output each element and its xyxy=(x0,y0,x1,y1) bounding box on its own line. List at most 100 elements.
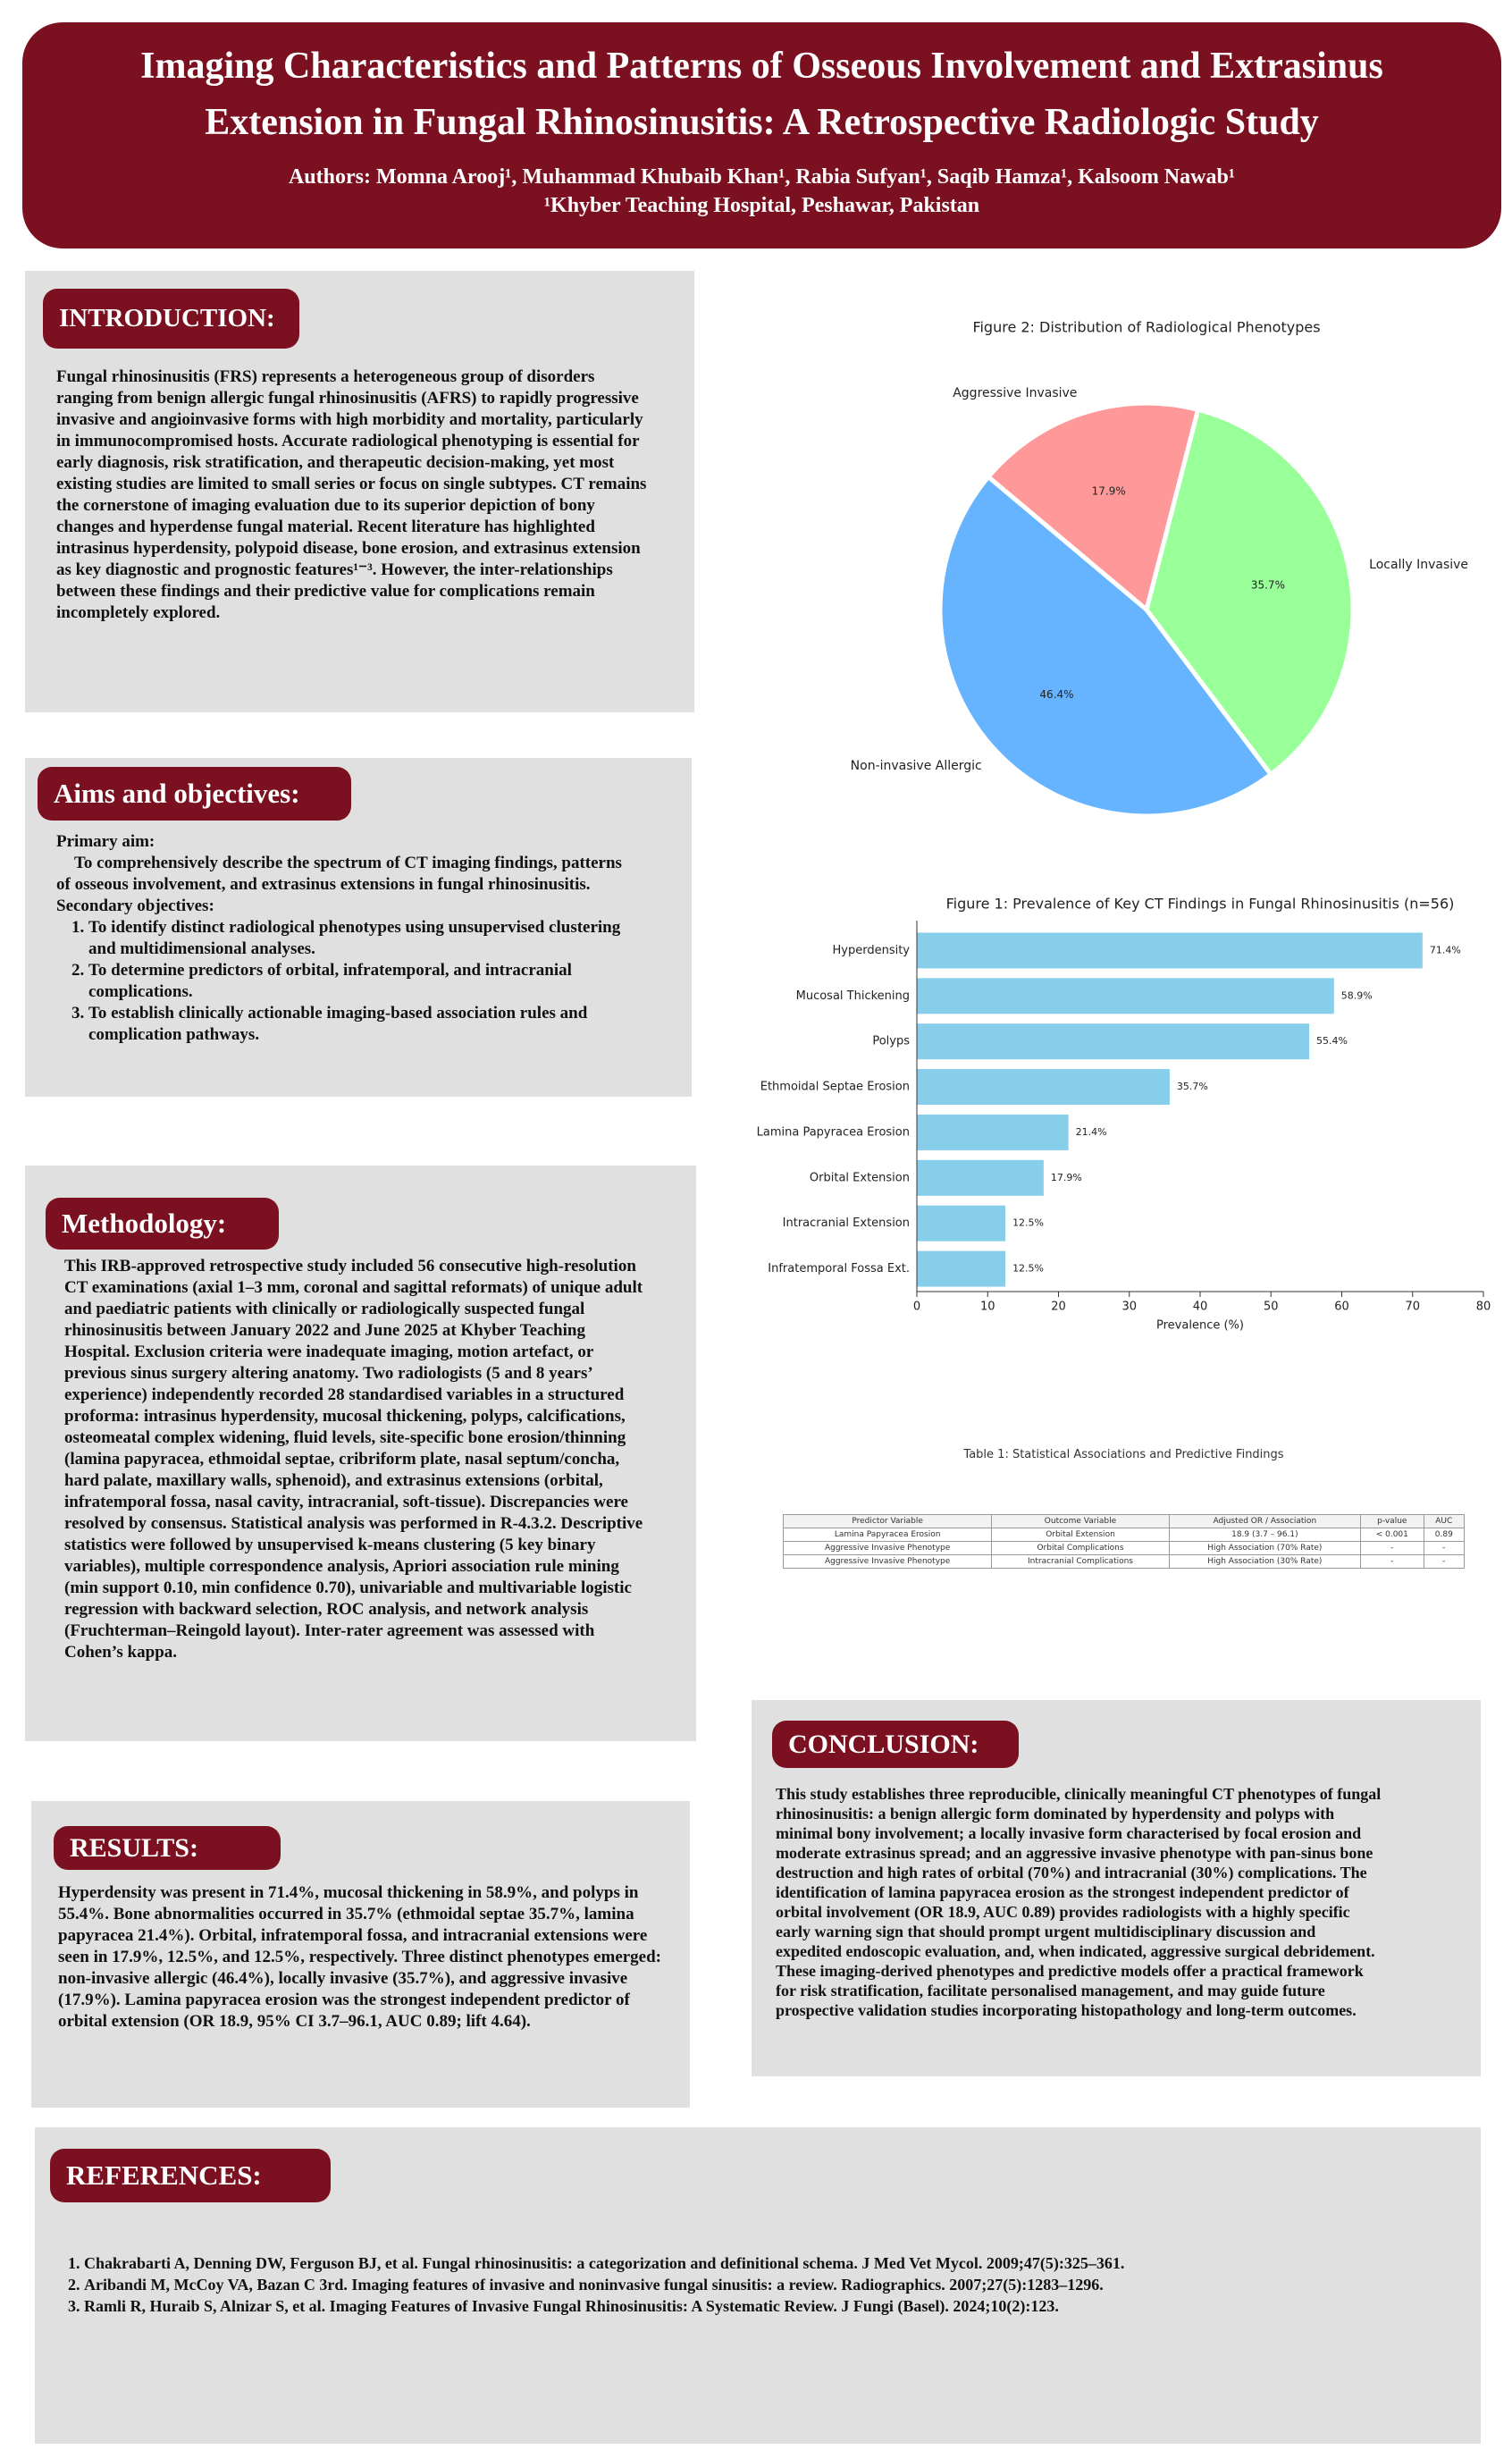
bar xyxy=(917,1205,1006,1242)
bar xyxy=(917,1114,1069,1150)
reference: Ramli R, Huraib S, Alnizar S, et al. Ima… xyxy=(84,2295,1478,2317)
intro-text: Fungal rhinosinusitis (FRS) represents a… xyxy=(56,367,647,622)
affiliation: ¹Khyber Teaching Hospital, Peshawar, Pak… xyxy=(543,194,980,217)
objective: To establish clinically actionable imagi… xyxy=(88,1003,637,1046)
methodology-text: This IRB-approved retrospective study in… xyxy=(64,1257,643,1662)
table-cell: - xyxy=(1360,1554,1424,1569)
x-tick-label: 40 xyxy=(1193,1301,1208,1314)
methodology-box xyxy=(25,1166,696,1741)
table-cell: Adjusted OR / Association xyxy=(1168,1514,1362,1528)
intro-heading: INTRODUCTION: xyxy=(43,289,299,349)
table-row: Lamina Papyracea Erosion Orbital Extensio… xyxy=(782,1528,1466,1542)
conclusion-heading: CONCLUSION: xyxy=(772,1721,1019,1768)
chart-title: Figure 2: Distribution of Radiological P… xyxy=(972,319,1320,336)
table-cell: - xyxy=(1423,1541,1466,1555)
table-cell: Aggressive Invasive Phenotype xyxy=(782,1541,993,1555)
methodology-heading: Methodology: xyxy=(46,1198,279,1250)
bar xyxy=(917,932,1423,969)
aims-body: Primary aim: To comprehensively describe… xyxy=(56,831,637,1046)
table-cell: 0.89 xyxy=(1423,1528,1466,1542)
results-heading: RESULTS: xyxy=(54,1826,281,1870)
table: Predictor Variable Outcome Variable Adjust… xyxy=(782,1514,1466,1569)
table-cell: High Association (30% Rate) xyxy=(1168,1554,1362,1569)
results-text: Hyperdensity was present in 71.4%, mucos… xyxy=(58,1883,662,2031)
bar xyxy=(917,978,1334,1014)
bar xyxy=(917,1250,1006,1287)
references-list: Chakrabarti A, Denning DW, Ferguson BJ, … xyxy=(52,2252,1478,2317)
x-tick-label: 50 xyxy=(1264,1301,1279,1314)
x-tick-label: 60 xyxy=(1334,1301,1349,1314)
y-tick-label: Intracranial Extension xyxy=(783,1216,910,1230)
bar xyxy=(917,1159,1044,1196)
x-tick-label: 0 xyxy=(913,1301,920,1314)
reference: Aribandi M, McCoy VA, Bazan C 3rd. Imagi… xyxy=(84,2274,1478,2295)
table-row: Predictor Variable Outcome Variable Adjust… xyxy=(782,1514,1466,1528)
objectives: To identify distinct radiological phenot… xyxy=(56,917,637,1046)
x-tick-label: 70 xyxy=(1405,1301,1420,1314)
y-tick-label: Mucosal Thickening xyxy=(796,989,910,1003)
table-cell: Outcome Variable xyxy=(991,1514,1170,1528)
bar-value-label: 35.7% xyxy=(1177,1081,1208,1092)
table-cell: 18.9 (3.7 – 96.1) xyxy=(1168,1528,1362,1542)
table-cell: Lamina Papyracea Erosion xyxy=(782,1528,993,1542)
aims-heading: Aims and objectives: xyxy=(38,767,351,821)
y-tick-label: Ethmoidal Septae Erosion xyxy=(760,1081,910,1094)
table-row: Aggressive Invasive Phenotype Intracrania… xyxy=(782,1554,1466,1569)
bar-value-label: 17.9% xyxy=(1051,1172,1082,1183)
pie-value-label: 46.4% xyxy=(1039,688,1073,701)
x-axis-label: Prevalence (%) xyxy=(1156,1319,1244,1333)
table-cell: AUC xyxy=(1423,1514,1466,1528)
x-tick-label: 80 xyxy=(1476,1301,1491,1314)
bar-value-label: 12.5% xyxy=(1012,1217,1044,1229)
pie-label: Aggressive Invasive xyxy=(953,386,1077,400)
table-cell: Aggressive Invasive Phenotype xyxy=(782,1554,993,1569)
x-tick-label: 30 xyxy=(1121,1301,1137,1314)
title: Imaging Characteristics and Patterns of … xyxy=(140,46,1383,143)
pie-slice xyxy=(937,473,1274,819)
objective: To identify distinct radiological phenot… xyxy=(88,917,637,960)
pie-label: Non-invasive Allergic xyxy=(851,759,982,773)
bar-value-label: 12.5% xyxy=(1012,1263,1044,1275)
table-cell: Orbital Complications xyxy=(991,1541,1170,1555)
pie-slice xyxy=(985,400,1201,614)
x-tick-label: 10 xyxy=(980,1301,995,1314)
header: Imaging Characteristics and Patterns of … xyxy=(22,22,1501,248)
authors: Authors: Momna Arooj¹, Muhammad Khubaib … xyxy=(288,165,1236,189)
reference: Chakrabarti A, Denning DW, Ferguson BJ, … xyxy=(84,2252,1478,2274)
x-tick-label: 20 xyxy=(1051,1301,1066,1314)
y-tick-label: Lamina Papyracea Erosion xyxy=(757,1125,910,1139)
table-cell: < 0.001 xyxy=(1360,1528,1424,1542)
table-cell: Intracranial Complications xyxy=(991,1554,1170,1569)
table-cell: p-value xyxy=(1360,1514,1424,1528)
references-heading: REFERENCES: xyxy=(50,2149,331,2202)
table-row: Aggressive Invasive Phenotype Orbital Com… xyxy=(782,1541,1466,1555)
bar-value-label: 71.4% xyxy=(1430,944,1461,955)
table-cell: Orbital Extension xyxy=(991,1528,1170,1542)
bar-value-label: 58.9% xyxy=(1341,989,1373,1001)
bar xyxy=(917,1023,1310,1060)
pie-slice xyxy=(1144,407,1356,778)
bar-value-label: 55.4% xyxy=(1316,1035,1348,1047)
objective: To determine predictors of orbital, infr… xyxy=(88,960,637,1003)
table-cell: Predictor Variable xyxy=(782,1514,993,1528)
y-tick-label: Polyps xyxy=(872,1035,910,1048)
pie-value-label: 35.7% xyxy=(1251,578,1285,591)
y-tick-label: Orbital Extension xyxy=(810,1171,910,1184)
chart-title: Figure 1: Prevalence of Key CT Findings … xyxy=(946,896,1455,913)
table-cell: - xyxy=(1360,1541,1424,1555)
table-cell: - xyxy=(1423,1554,1466,1569)
table-title: Table 1: Statistical Associations and Pr… xyxy=(963,1448,1284,1461)
table-cell: High Association (70% Rate) xyxy=(1168,1541,1362,1555)
bar xyxy=(917,1069,1170,1106)
bar-value-label: 21.4% xyxy=(1076,1126,1107,1138)
secondary-label: Secondary objectives: xyxy=(56,896,214,915)
y-tick-label: Hyperdensity xyxy=(833,944,911,957)
conclusion-text: This study establishes three reproducibl… xyxy=(776,1785,1382,2019)
primary-text: To comprehensively describe the spectrum… xyxy=(56,854,622,894)
pie-value-label: 17.9% xyxy=(1092,485,1126,498)
pie-label: Locally Invasive xyxy=(1369,558,1468,572)
y-tick-label: Infratemporal Fossa Ext. xyxy=(768,1262,910,1275)
primary-label: Primary aim: xyxy=(56,832,155,851)
